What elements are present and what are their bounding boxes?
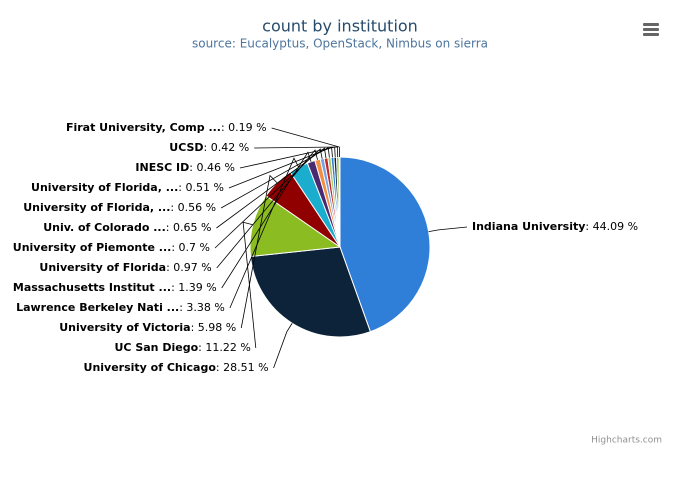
menu-icon-bar — [643, 28, 659, 31]
data-label: Univ. of Colorado ...: 0.65 % — [43, 221, 211, 234]
connector — [271, 127, 340, 158]
data-label-value: : 0.46 % — [189, 161, 235, 174]
data-label-name: INESC ID — [135, 161, 189, 174]
data-label-value: : 0.7 % — [171, 241, 210, 254]
menu-icon-bar — [643, 33, 659, 36]
data-label: University of Florida, ...: 0.56 % — [23, 201, 216, 214]
connector — [214, 148, 323, 249]
connector — [240, 174, 278, 329]
data-label-name: UC San Diego — [115, 341, 199, 354]
data-label-value: : 0.42 % — [204, 141, 250, 154]
data-label-name: University of Florida, ... — [23, 201, 170, 214]
data-label: University of Chicago: 28.51 % — [84, 361, 269, 374]
data-label: University of Victoria: 5.98 % — [59, 321, 236, 334]
data-label: University of Piemonte ...: 0.7 % — [13, 241, 210, 254]
data-label-name: University of Florida, ... — [31, 181, 178, 194]
data-label: Firat University, Comp ...: 0.19 % — [66, 121, 267, 134]
data-label-value: : 0.51 % — [178, 181, 224, 194]
connector — [273, 323, 293, 369]
pie-slice — [339, 156, 431, 333]
data-label: Massachusetts Institut ...: 1.39 % — [13, 281, 217, 294]
data-label-value: : 11.22 % — [198, 341, 251, 354]
credits[interactable]: Highcharts.com — [591, 436, 662, 446]
connector — [242, 221, 257, 349]
data-label-value: : 28.51 % — [216, 361, 269, 374]
data-label-value: : 1.39 % — [171, 281, 217, 294]
data-label-value: : 0.56 % — [170, 201, 216, 214]
chart-subtitle: source: Eucalyptus, OpenStack, Nimbus on… — [192, 37, 488, 51]
data-label-value: : 5.98 % — [191, 321, 237, 334]
pie-slice — [249, 246, 372, 338]
data-label: University of Florida, ...: 0.51 % — [31, 181, 224, 194]
data-label-name: University of Chicago — [84, 361, 217, 374]
connector — [428, 226, 468, 232]
pie: Indiana University: 44.09 % University of… — [13, 121, 638, 374]
data-label-name: Univ. of Colorado ... — [43, 221, 166, 234]
pie-slice — [338, 156, 341, 248]
data-label-value: : 0.97 % — [166, 261, 212, 274]
connector — [220, 147, 330, 209]
connector — [254, 146, 339, 158]
data-label: Lawrence Berkeley Nati ...: 3.38 % — [16, 301, 225, 314]
data-label-name: University of Piemonte ... — [13, 241, 172, 254]
data-label-name: Massachusetts Institut ... — [13, 281, 171, 294]
chart-title: count by institution — [262, 17, 418, 36]
data-label: University of Florida: 0.97 % — [39, 261, 211, 274]
menu-icon-bar — [643, 23, 659, 26]
connector — [216, 147, 327, 229]
menu-button[interactable] — [636, 16, 666, 44]
data-label-name: Lawrence Berkeley Nati ... — [16, 301, 179, 314]
data-label-name: University of Florida — [39, 261, 166, 274]
data-label-name: UCSD — [169, 141, 203, 154]
data-label-name: Indiana University — [472, 220, 585, 233]
data-label-value: : 3.38 % — [179, 301, 225, 314]
connector — [216, 149, 318, 269]
data-label: UCSD: 0.42 % — [169, 141, 249, 154]
data-label: INESC ID: 0.46 % — [135, 161, 235, 174]
data-label-value: : 0.19 % — [221, 121, 267, 134]
data-label-value: : 44.09 % — [585, 220, 638, 233]
data-label: UC San Diego: 11.22 % — [115, 341, 251, 354]
connector — [229, 157, 299, 309]
data-label-name: University of Victoria — [59, 321, 190, 334]
data-label-value: : 0.65 % — [166, 221, 212, 234]
data-label: Indiana University: 44.09 % — [472, 220, 638, 233]
data-label-name: Firat University, Comp ... — [66, 121, 221, 134]
